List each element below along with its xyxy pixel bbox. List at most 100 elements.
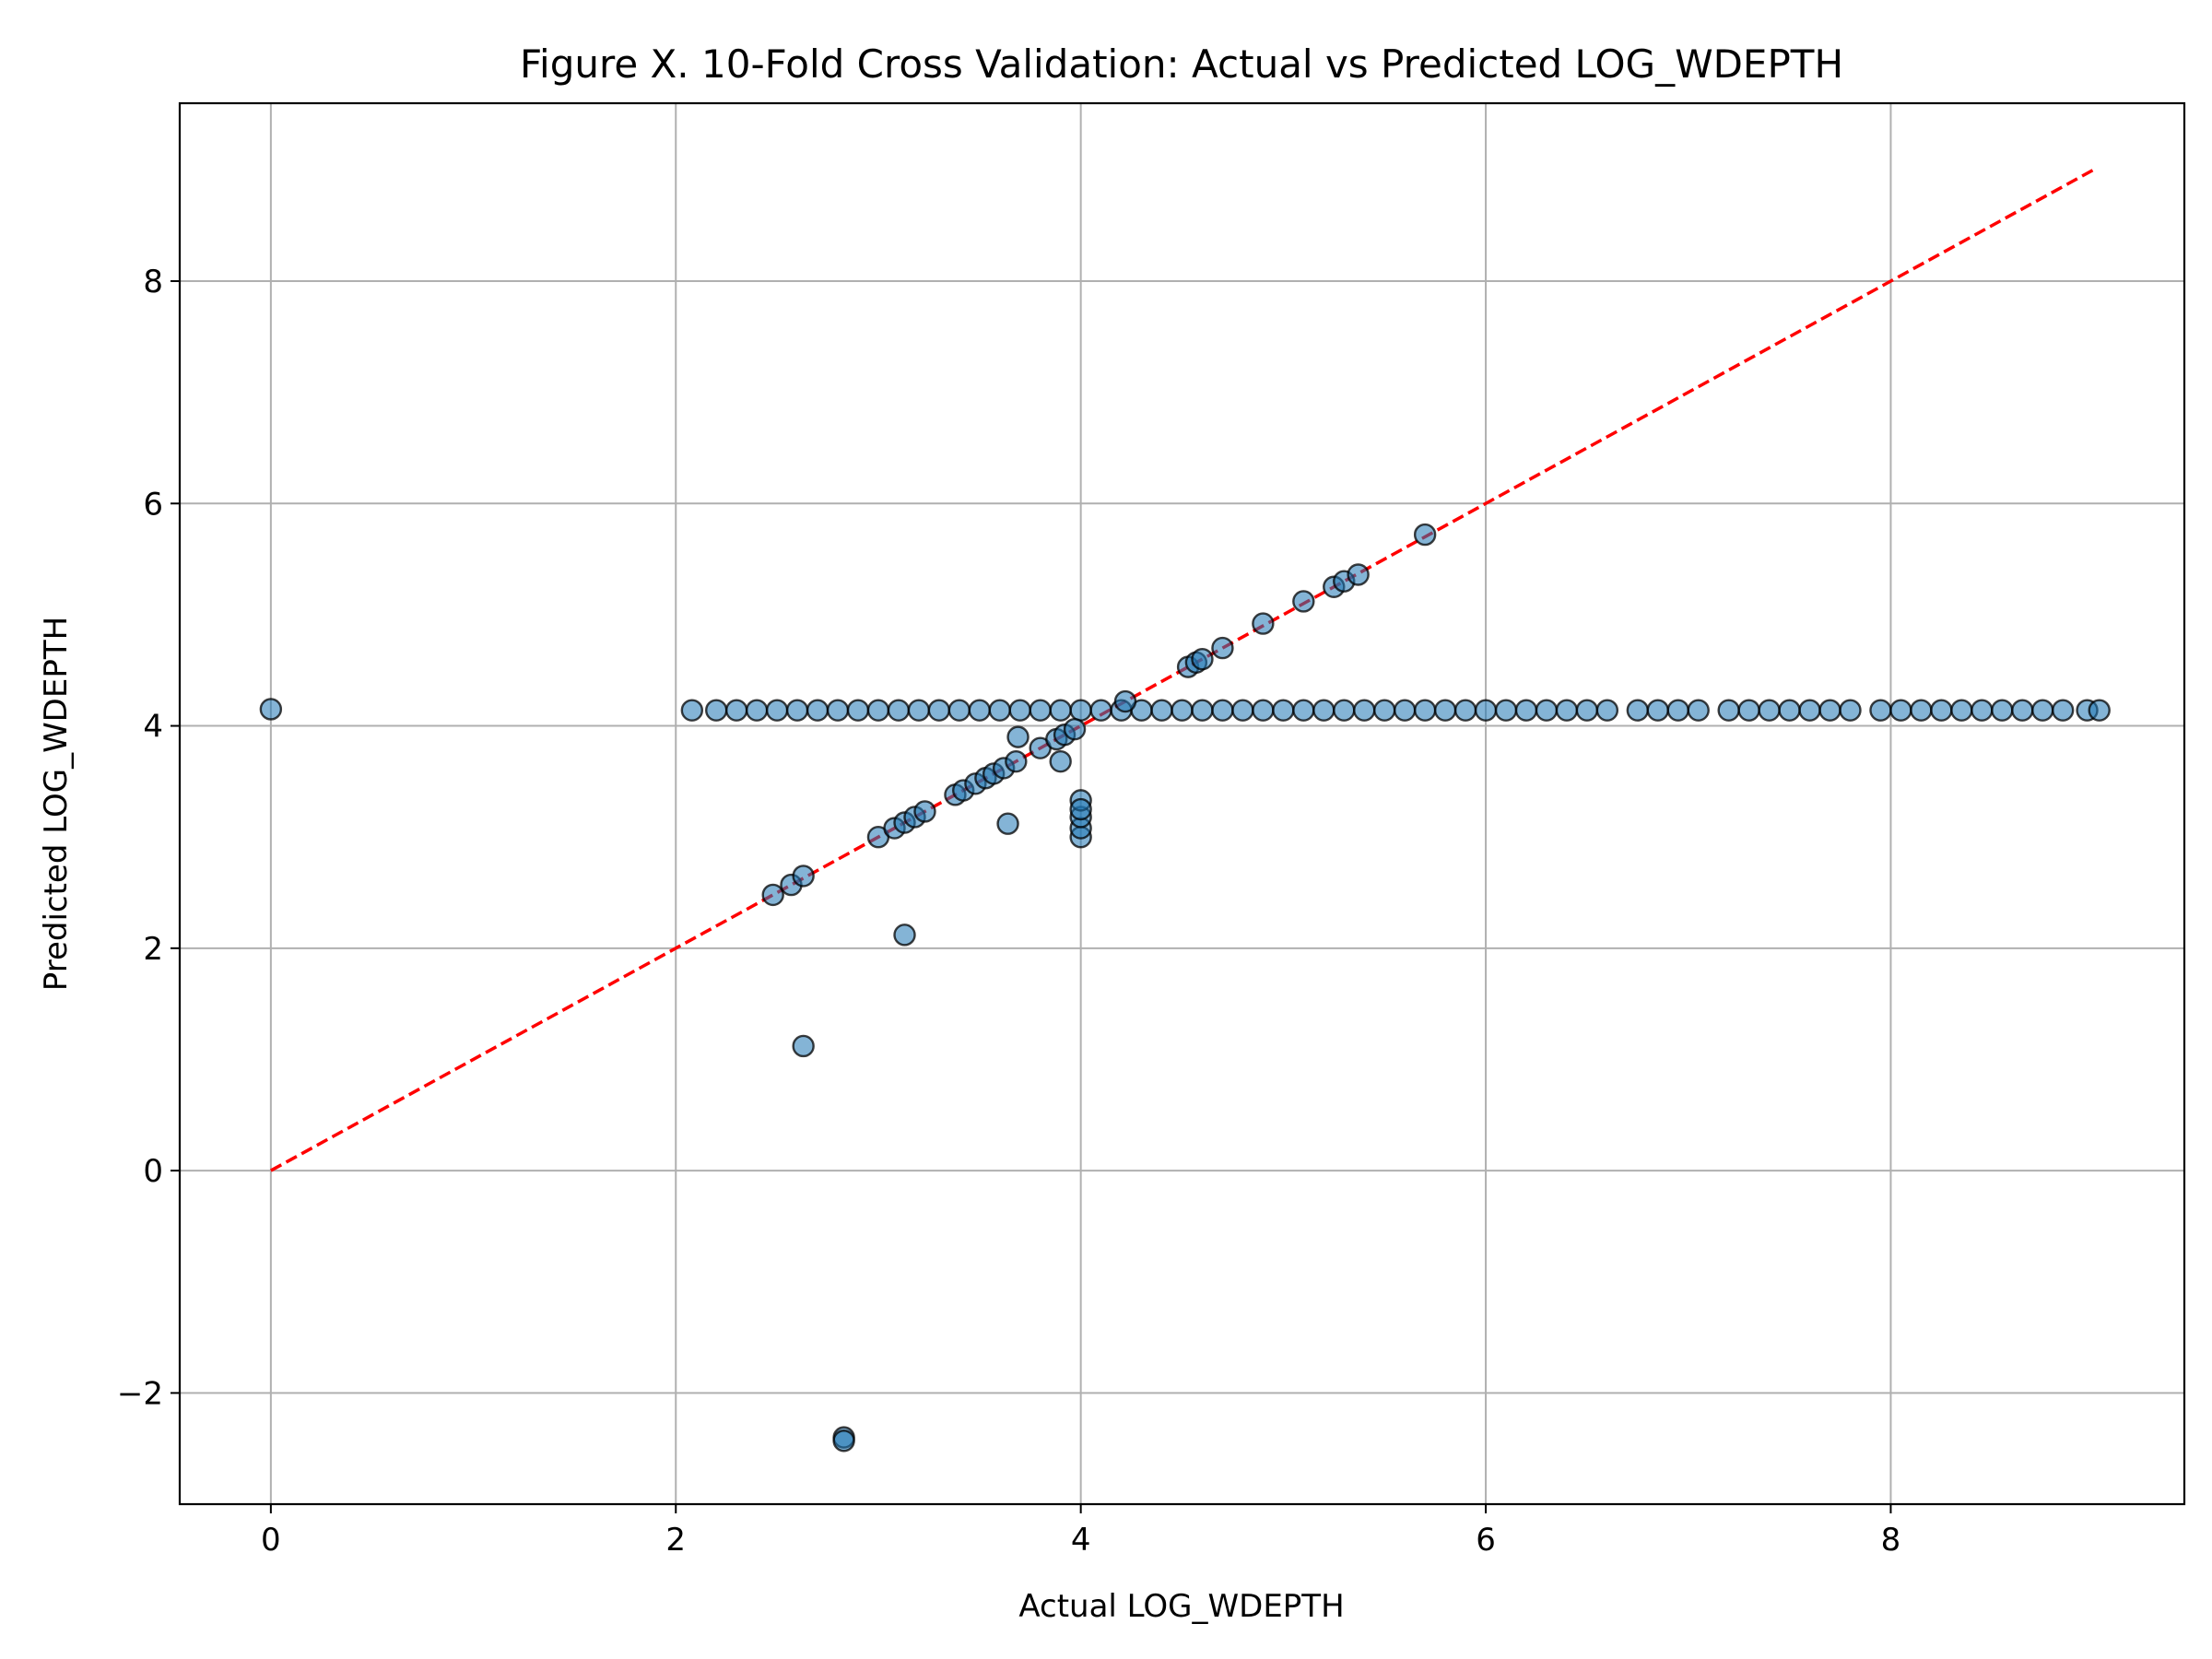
data-point-outlier	[1049, 749, 1072, 773]
data-point-flat-band	[724, 699, 748, 722]
data-point-flat-band	[785, 699, 809, 722]
x-tick-label: 6	[1476, 1522, 1496, 1559]
data-point-flat-band	[1798, 699, 1821, 722]
data-point-flat-band	[2011, 699, 2034, 722]
data-point-flat-band	[1494, 699, 1518, 722]
data-point-flat-band	[887, 699, 911, 722]
data-point-diagonal	[1292, 590, 1315, 613]
plot-area-frame	[178, 101, 2186, 1506]
x-tick-label: 0	[261, 1522, 281, 1559]
data-point-flat-band	[1049, 699, 1072, 722]
data-point-flat-band	[1514, 699, 1538, 722]
data-point-flat-band	[826, 699, 850, 722]
data-point-outlier	[1069, 797, 1092, 821]
data-point-flat-band	[1595, 699, 1619, 722]
data-point-flat-band	[1089, 699, 1112, 722]
data-point-flat-band	[1272, 699, 1295, 722]
data-point-flat-band	[1372, 699, 1396, 722]
data-point-flat-band	[1818, 699, 1841, 722]
data-point-diagonal	[1063, 717, 1087, 741]
data-point-flat-band	[1950, 699, 1973, 722]
data-point-flat-band	[2031, 699, 2054, 722]
data-point-flat-band	[1991, 699, 2014, 722]
x-tick-label: 4	[1071, 1522, 1091, 1559]
y-tick-label: 0	[143, 1153, 163, 1190]
data-point-diagonal	[1113, 689, 1137, 713]
chart-title: Figure X. 10-Fold Cross Validation: Actu…	[520, 41, 1843, 87]
y-tick-label: 4	[143, 709, 163, 746]
data-point-flat-band	[806, 699, 830, 722]
data-point-flat-band	[968, 699, 992, 722]
data-point-diagonal	[792, 865, 815, 888]
data-point-flat-band	[1555, 699, 1579, 722]
data-point-flat-band	[1231, 699, 1254, 722]
data-point-outlier	[893, 924, 916, 947]
data-point-flat-band	[927, 699, 951, 722]
grid-lines	[180, 103, 2184, 1504]
data-point-flat-band	[1029, 699, 1052, 722]
data-point-flat-band	[1737, 699, 1760, 722]
data-point-flat-band	[1910, 699, 1933, 722]
data-points	[259, 523, 2111, 1453]
data-point-flat-band	[1778, 699, 1801, 722]
y-tick-label: 8	[143, 264, 163, 300]
data-point-flat-band	[1474, 699, 1498, 722]
data-point-diagonal	[913, 800, 936, 823]
data-point-flat-band	[1930, 699, 1953, 722]
data-point-flat-band	[1453, 699, 1477, 722]
data-point-flat-band	[2051, 699, 2075, 722]
x-tick-label: 2	[665, 1522, 686, 1559]
data-point-outlier	[792, 1034, 815, 1058]
data-point-flat-band	[1433, 699, 1457, 722]
data-point-diagonal	[1005, 749, 1028, 773]
y-tick-label: 6	[143, 486, 163, 523]
data-point-flat-band	[988, 699, 1011, 722]
data-point-flat-band	[1687, 699, 1710, 722]
data-point-flat-band	[1646, 699, 1669, 722]
data-point-flat-band	[1666, 699, 1689, 722]
axis-ticks: 0 2 4 6 8 −2 0 2 4 6 8	[117, 264, 1900, 1559]
data-point-flat-band	[1535, 699, 1559, 722]
data-point-flat-band	[704, 699, 728, 722]
data-point-outlier	[832, 1430, 855, 1453]
data-point-flat-band	[1252, 699, 1275, 722]
data-point-flat-band	[1626, 699, 1650, 722]
data-point-diagonal	[1347, 563, 1370, 586]
data-point-flat-band	[1889, 699, 1912, 722]
data-point-flat-band	[680, 699, 704, 722]
data-point-flat-band	[1312, 699, 1335, 722]
data-point-flat-band	[1191, 699, 1214, 722]
data-point-diagonal	[1191, 647, 1214, 671]
data-point-flat-band	[1393, 699, 1417, 722]
data-point-flat-band	[1069, 699, 1092, 722]
data-point-flat-band	[1758, 699, 1781, 722]
data-point-flat-band	[866, 699, 890, 722]
data-point-flat-band	[1353, 699, 1376, 722]
data-point-flat-band	[1869, 699, 1892, 722]
data-point-diagonal	[1413, 523, 1437, 547]
data-point-flat-band	[846, 699, 870, 722]
y-tick-label: −2	[117, 1375, 163, 1412]
data-point-flat-band	[1971, 699, 1994, 722]
data-point-flat-band	[947, 699, 971, 722]
data-point-flat-band	[1333, 699, 1356, 722]
data-point-flat-band	[765, 699, 789, 722]
data-point-flat-band	[1717, 699, 1740, 722]
data-point-outlier	[996, 812, 1019, 835]
data-point-flat-band	[1171, 699, 1194, 722]
data-point-flat-band	[1211, 699, 1234, 722]
y-axis-label: Predicted LOG_WDEPTH	[38, 617, 75, 991]
x-axis-label: Actual LOG_WDEPTH	[1018, 1588, 1344, 1625]
data-point-flat-band	[745, 699, 769, 722]
data-point-flat-band	[907, 699, 931, 722]
data-point-diagonal	[1211, 636, 1234, 660]
y-tick-label: 2	[143, 931, 163, 968]
data-point-diagonal	[761, 883, 784, 907]
data-point-flat-band	[1413, 699, 1437, 722]
data-point-flat-band	[1292, 699, 1315, 722]
data-point-flat-band	[1575, 699, 1599, 722]
data-point-flat-band	[1008, 699, 1031, 722]
data-point-outlier	[259, 698, 283, 721]
